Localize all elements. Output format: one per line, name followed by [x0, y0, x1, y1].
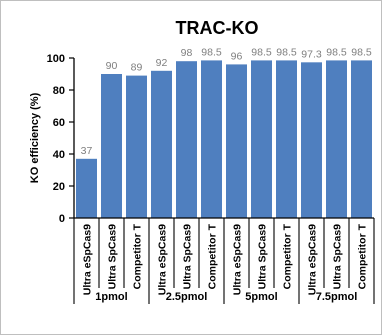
category-label-10: Ultra eSpCas9	[307, 224, 319, 295]
data-label-5: 98	[181, 47, 193, 59]
y-tick-label-100: 100	[47, 53, 65, 65]
chart-title: TRAC-KO	[176, 18, 259, 38]
data-label-11: 98.5	[326, 46, 347, 58]
bar-3	[126, 75, 147, 218]
bar-12	[351, 60, 372, 219]
data-label-3: 89	[131, 62, 143, 74]
data-label-12: 98.5	[351, 46, 372, 58]
category-label-6: Competitor T	[207, 223, 219, 289]
labels-layer: 37 90 89 92 98 98.5 96 98.5 98.5 97.3 98.5 98.5 0 20 4…	[47, 46, 372, 303]
bar-4	[151, 70, 172, 218]
bar-7	[226, 64, 247, 219]
data-label-7: 96	[231, 50, 243, 62]
category-label-12: Competitor T	[357, 223, 369, 289]
category-label-11: Ultra SpCas9	[332, 224, 344, 290]
bar-2	[101, 74, 122, 218]
category-label-9: Competitor T	[282, 223, 294, 289]
category-label-7: Ultra eSpCas9	[232, 224, 244, 295]
y-tick-label-40: 40	[53, 149, 65, 161]
category-label-5: Ultra SpCas9	[182, 224, 194, 290]
axes-layer	[69, 57, 375, 304]
y-tick-label-80: 80	[53, 85, 65, 97]
data-label-8: 98.5	[251, 46, 272, 58]
data-label-4: 92	[156, 57, 168, 69]
bar-9	[276, 60, 297, 219]
bar-11	[326, 60, 347, 219]
y-axis-label: KO efficiency (%)	[29, 92, 41, 183]
data-label-9: 98.5	[276, 46, 297, 58]
bars-layer	[76, 60, 372, 219]
bar-8	[251, 60, 272, 219]
category-label-3: Competitor T	[132, 223, 144, 289]
bar-10	[301, 62, 322, 218]
group-label-2: 2.5pmol	[166, 291, 208, 303]
data-label-1: 37	[81, 145, 93, 157]
category-label-8: Ultra SpCas9	[257, 224, 269, 290]
category-label-4: Ultra eSpCas9	[157, 224, 169, 295]
group-label-1: 1pmol	[95, 291, 127, 303]
bar-1	[76, 158, 97, 218]
group-label-3: 5pmol	[245, 291, 277, 303]
y-tick-label-0: 0	[59, 213, 65, 225]
y-tick-label-60: 60	[53, 117, 65, 129]
data-label-10: 97.3	[301, 48, 322, 60]
bar-6	[201, 60, 222, 219]
bar-5	[176, 61, 197, 219]
y-tick-label-20: 20	[53, 181, 65, 193]
data-label-6: 98.5	[201, 46, 222, 58]
category-label-1: Ultra eSpCas9	[82, 224, 94, 295]
data-label-2: 90	[106, 60, 118, 72]
group-label-4: 7.5pmol	[316, 291, 358, 303]
category-label-2: Ultra SpCas9	[107, 224, 119, 290]
